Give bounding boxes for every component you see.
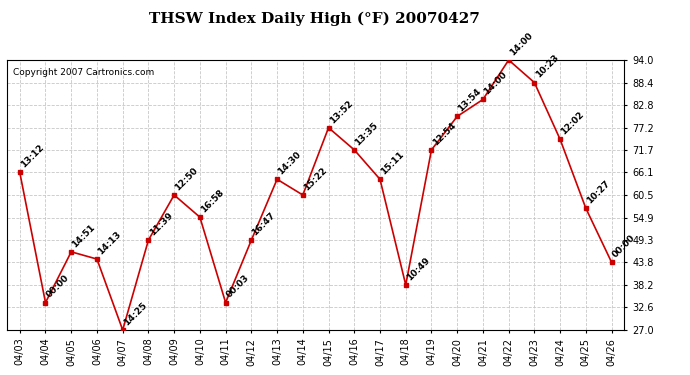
Text: 00:00: 00:00 [611,233,637,260]
Text: 14:00: 14:00 [482,70,509,97]
Text: 16:47: 16:47 [250,211,277,237]
Text: 13:54: 13:54 [456,87,483,114]
Text: 00:03: 00:03 [225,273,251,300]
Text: 10:49: 10:49 [405,255,432,282]
Text: 10:27: 10:27 [585,179,611,206]
Text: 15:11: 15:11 [380,150,406,177]
Text: 14:51: 14:51 [70,222,97,249]
Text: THSW Index Daily High (°F) 20070427: THSW Index Daily High (°F) 20070427 [148,11,480,26]
Text: 14:25: 14:25 [122,300,148,327]
Text: 12:50: 12:50 [173,166,200,192]
Text: 10:23: 10:23 [533,53,560,80]
Text: 16:58: 16:58 [199,188,226,214]
Text: Copyright 2007 Cartronics.com: Copyright 2007 Cartronics.com [13,68,155,77]
Text: 14:00: 14:00 [508,31,534,57]
Text: 11:39: 11:39 [148,211,175,237]
Text: 12:54: 12:54 [431,120,457,147]
Text: 14:13: 14:13 [96,230,123,256]
Text: 13:52: 13:52 [328,98,355,125]
Text: 00:00: 00:00 [45,274,71,300]
Text: 13:12: 13:12 [19,143,46,170]
Text: 12:02: 12:02 [560,110,586,136]
Text: 15:22: 15:22 [302,166,328,192]
Text: 14:30: 14:30 [276,150,303,177]
Text: 13:35: 13:35 [353,120,380,147]
